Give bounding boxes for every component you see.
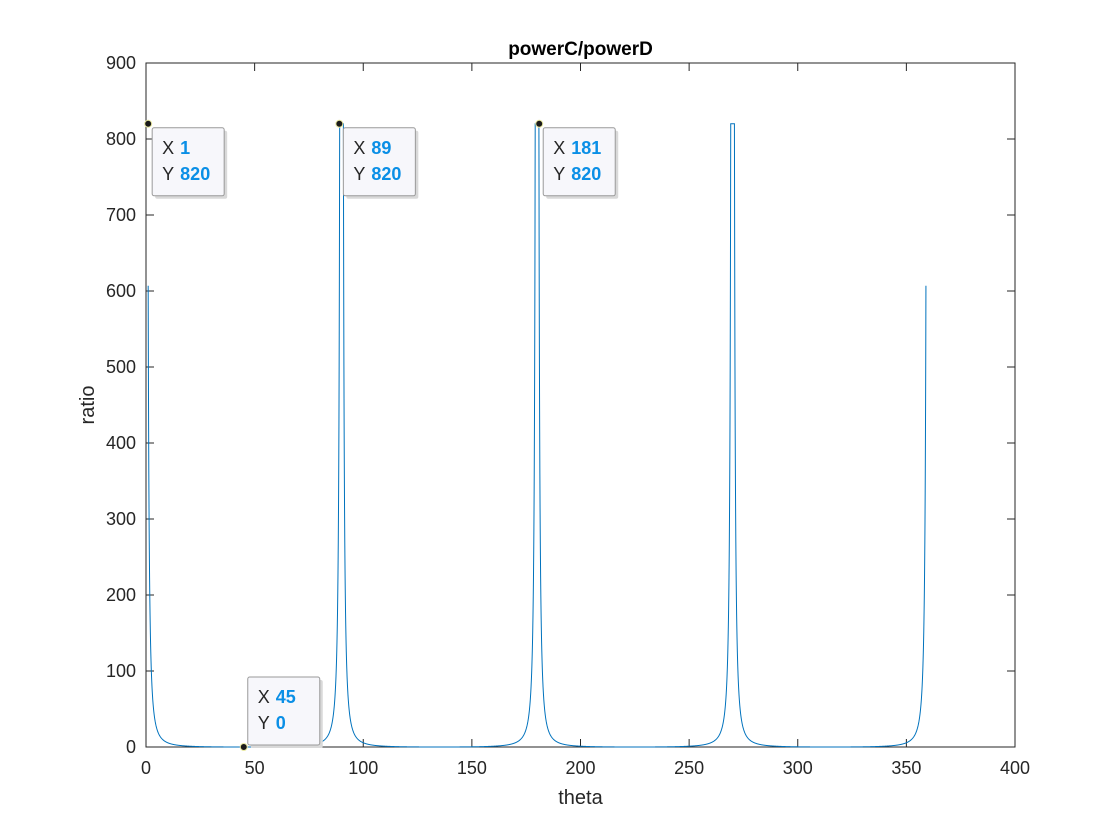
datatip-y-label: Y [553,164,565,184]
ticks [145,62,1016,748]
x-tick-label: 250 [674,758,704,778]
datatip-y-label: Y [353,164,365,184]
datatip-y-value: 820 [180,164,210,184]
datatip-box [151,127,225,197]
datatip-y-label: Y [162,164,174,184]
datatip[interactable]: X 89 Y 820 [335,119,419,199]
x-tick-label: 150 [457,758,487,778]
datatip-x-label: X [162,138,174,158]
x-tick-label: 200 [565,758,595,778]
datatip-x-label: X [258,687,270,707]
y-tick-label: 500 [106,357,136,377]
x-tick-label: 300 [783,758,813,778]
datatip-x-value: 1 [180,138,190,158]
x-tick-label: 100 [348,758,378,778]
y-tick-label: 600 [106,281,136,301]
datatip-y-value: 820 [571,164,601,184]
y-tick-label: 100 [106,661,136,681]
datatip-x-value: 89 [371,138,391,158]
y-tick-label: 400 [106,433,136,453]
datatip-marker[interactable] [144,119,153,128]
y-tick-label: 900 [106,53,136,73]
chart-title: powerC/powerD [508,39,653,60]
x-tick-label: 400 [1000,758,1030,778]
y-tick-label: 200 [106,585,136,605]
datatip-marker[interactable] [239,743,248,751]
datatip-marker[interactable] [335,119,344,128]
datatip-y-label: Y [258,713,270,733]
datatip[interactable]: X 1Y 820 [144,119,228,199]
y-tick-label: 800 [106,129,136,149]
datatip-box [342,127,416,197]
x-tick-label: 50 [245,758,265,778]
datatip[interactable]: X 45 Y 0 [239,676,323,751]
y-tick-label: 700 [106,205,136,225]
datatip-box [542,127,616,197]
x-tick-label: 350 [891,758,921,778]
y-tick-label: 300 [106,509,136,529]
datatip-x-label: X [353,138,365,158]
y-axis-label: ratio [77,386,99,425]
datatip-x-value: 181 [571,138,601,158]
tick-labels: 0 50 100 150 200 250 300 350 400 0 100 200 300 400 500… [106,53,1030,778]
datatip-x-value: 45 [276,687,296,707]
x-tick-label: 0 [141,758,151,778]
y-tick-label: 0 [126,737,136,757]
datatip-y-value: 820 [371,164,401,184]
datatip-x-label: X [553,138,565,158]
datatip-marker[interactable] [535,119,544,128]
datatip[interactable]: X 181 Y 820 [535,119,619,199]
x-axis-label: theta [558,787,603,809]
datatip-box [247,676,321,746]
datatip-y-value: 0 [276,713,286,733]
